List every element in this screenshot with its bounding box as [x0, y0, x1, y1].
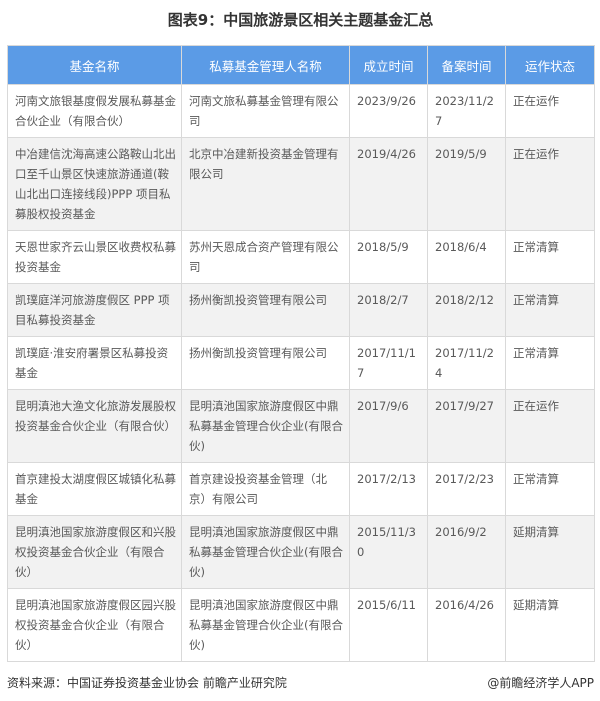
table-cell: 天恩世家齐云山景区收费权私募投资基金: [7, 230, 182, 284]
table-cell: 昆明滇池国家旅游度假区园兴股权投资基金合伙企业（有限合伙）: [7, 588, 182, 662]
table-cell: 2017/2/23: [427, 462, 506, 516]
table-cell: 凯璞庭洋河旅游度假区 PPP 项目私募投资基金: [7, 283, 182, 337]
table-row: 凯璞庭·淮安府署景区私募投资基金 扬州衡凯投资管理有限公司 2017/11/17 20…: [7, 336, 595, 390]
source-note: 资料来源：中国证券投资基金业协会 前瞻产业研究院: [7, 676, 287, 690]
table-cell: 河南文旅私募基金管理有限公司: [181, 84, 350, 138]
table-cell: 2017/9/27: [427, 389, 506, 463]
table-cell: 首京建投太湖度假区城镇化私募基金: [7, 462, 182, 516]
table-cell: 2016/9/2: [427, 515, 506, 589]
fund-table: 基金名称 私募基金管理人名称 成立时间 备案时间 运作状态 河南文旅银基度假发展私募基金…: [7, 45, 595, 662]
table-cell: 正常清算: [505, 462, 595, 516]
table-row: 昆明滇池国家旅游度假区园兴股权投资基金合伙企业（有限合伙） 昆明滇池国家旅游度假区…: [7, 588, 595, 662]
table-cell: 2015/11/30: [349, 515, 428, 589]
table-cell: 扬州衡凯投资管理有限公司: [181, 336, 350, 390]
column-header: 成立时间: [349, 45, 428, 85]
table-row: 首京建投太湖度假区城镇化私募基金 首京建设投资基金管理（北京）有限公司 2017/2…: [7, 462, 595, 516]
table-cell: 延期清算: [505, 515, 595, 589]
table-cell: 河南文旅银基度假发展私募基金合伙企业（有限合伙）: [7, 84, 182, 138]
footer: 资料来源：中国证券投资基金业协会 前瞻产业研究院 @前瞻经济学人APP: [7, 674, 594, 692]
table-row: 天恩世家齐云山景区收费权私募投资基金 苏州天恩成合资产管理有限公司 2018/5/9…: [7, 230, 595, 284]
brand-watermark: @前瞻经济学人APP: [487, 676, 594, 690]
column-header: 私募基金管理人名称: [181, 45, 350, 85]
table-cell: 2023/9/26: [349, 84, 428, 138]
table-cell: 正常清算: [505, 336, 595, 390]
table-cell: 延期清算: [505, 588, 595, 662]
table-cell: 2017/11/17: [349, 336, 428, 390]
table-cell: 2017/9/6: [349, 389, 428, 463]
table-cell: 2016/4/26: [427, 588, 506, 662]
column-header: 运作状态: [505, 45, 595, 85]
table-cell: 中冶建信沈海高速公路鞍山北出口至千山景区快速旅游通道(鞍山北出口连接线段)PPP…: [7, 137, 182, 231]
table-row: 昆明滇池大渔文化旅游发展股权投资基金合伙企业（有限合伙） 昆明滇池国家旅游度假区中…: [7, 389, 595, 463]
table-cell: 2017/2/13: [349, 462, 428, 516]
table-cell: 凯璞庭·淮安府署景区私募投资基金: [7, 336, 182, 390]
table-cell: 昆明滇池国家旅游度假区中鼎私募基金管理合伙企业(有限合伙): [181, 515, 350, 589]
table-cell: 2019/4/26: [349, 137, 428, 231]
table-cell: 扬州衡凯投资管理有限公司: [181, 283, 350, 337]
table-cell: 正常清算: [505, 283, 595, 337]
table-cell: 北京中冶建新投资基金管理有限公司: [181, 137, 350, 231]
table-cell: 2018/5/9: [349, 230, 428, 284]
table-cell: 昆明滇池国家旅游度假区中鼎私募基金管理合伙企业(有限合伙): [181, 588, 350, 662]
table-cell: 苏州天恩成合资产管理有限公司: [181, 230, 350, 284]
page-title: 图表9：中国旅游景区相关主题基金汇总: [167, 11, 434, 29]
table-cell: 正常清算: [505, 230, 595, 284]
table-row: 凯璞庭洋河旅游度假区 PPP 项目私募投资基金 扬州衡凯投资管理有限公司 2018/…: [7, 283, 595, 337]
table-cell: 首京建设投资基金管理（北京）有限公司: [181, 462, 350, 516]
table-cell: 2019/5/9: [427, 137, 506, 231]
table-row: 中冶建信沈海高速公路鞍山北出口至千山景区快速旅游通道(鞍山北出口连接线段)PPP…: [7, 137, 595, 231]
table-cell: 正在运作: [505, 389, 595, 463]
table-row: 昆明滇池国家旅游度假区和兴股权投资基金合伙企业（有限合伙） 昆明滇池国家旅游度假区…: [7, 515, 595, 589]
table-cell: 2015/6/11: [349, 588, 428, 662]
table-row: 河南文旅银基度假发展私募基金合伙企业（有限合伙） 河南文旅私募基金管理有限公司 20…: [7, 84, 595, 138]
table-cell: 正在运作: [505, 137, 595, 231]
table-cell: 2017/11/24: [427, 336, 506, 390]
table-cell: 2023/11/27: [427, 84, 506, 138]
table-cell: 2018/2/12: [427, 283, 506, 337]
column-header: 基金名称: [7, 45, 182, 85]
table-cell: 昆明滇池大渔文化旅游发展股权投资基金合伙企业（有限合伙）: [7, 389, 182, 463]
column-header: 备案时间: [427, 45, 506, 85]
table-cell: 2018/6/4: [427, 230, 506, 284]
table-cell: 昆明滇池国家旅游度假区和兴股权投资基金合伙企业（有限合伙）: [7, 515, 182, 589]
table-cell: 2018/2/7: [349, 283, 428, 337]
table-cell: 昆明滇池国家旅游度假区中鼎私募基金管理合伙企业(有限合伙): [181, 389, 350, 463]
table-header: 基金名称 私募基金管理人名称 成立时间 备案时间 运作状态: [7, 45, 595, 85]
table-cell: 正在运作: [505, 84, 595, 138]
